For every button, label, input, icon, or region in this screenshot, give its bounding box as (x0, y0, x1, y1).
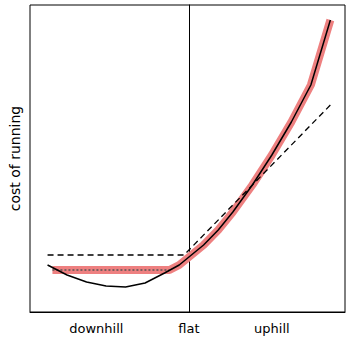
svg-text:downhill: downhill (69, 321, 123, 336)
svg-text:uphill: uphill (254, 321, 290, 336)
svg-text:cost of running: cost of running (7, 106, 23, 211)
svg-text:flat: flat (178, 321, 199, 336)
